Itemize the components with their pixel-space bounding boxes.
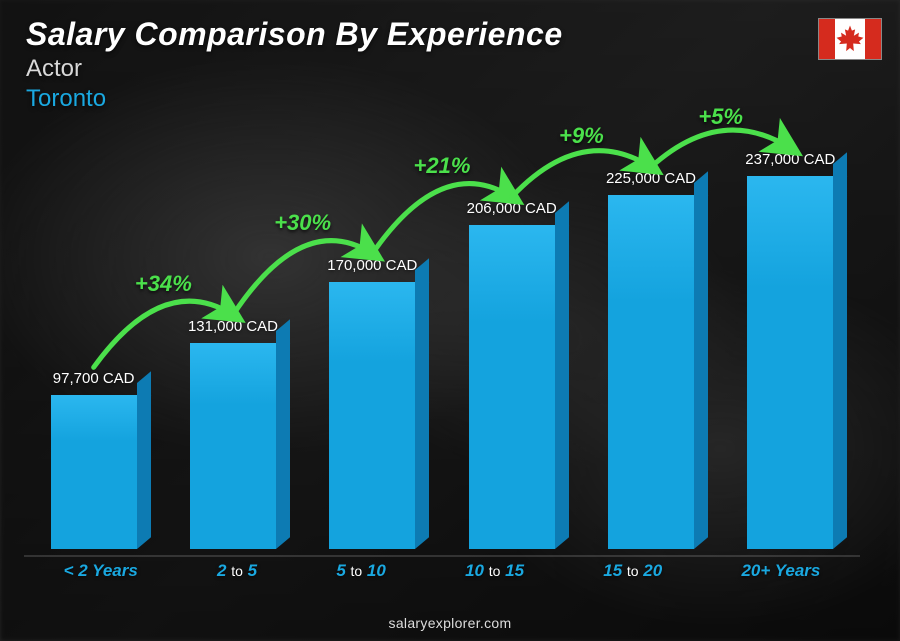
bar-column: 97,700 CAD bbox=[24, 370, 163, 549]
bars-row: 97,700 CAD 131,000 CAD 170,000 CAD 206,0… bbox=[24, 140, 860, 549]
chart-subtitle-job: Actor bbox=[26, 55, 563, 83]
bar-value-label: 225,000 CAD bbox=[606, 170, 696, 187]
header: Salary Comparison By Experience Actor To… bbox=[26, 16, 563, 113]
bar bbox=[608, 195, 694, 549]
bar-value-label: 97,700 CAD bbox=[53, 370, 135, 387]
bar-column: 237,000 CAD bbox=[721, 151, 860, 549]
x-axis-label: < 2 Years bbox=[64, 561, 138, 581]
x-axis-label: 20+ Years bbox=[741, 561, 820, 581]
bar bbox=[190, 343, 276, 549]
bar-column: 206,000 CAD bbox=[442, 200, 581, 549]
country-flag bbox=[818, 18, 882, 60]
bar bbox=[469, 225, 555, 549]
bar bbox=[329, 282, 415, 549]
bar-column: 170,000 CAD bbox=[303, 257, 442, 549]
bar-value-label: 170,000 CAD bbox=[327, 257, 417, 274]
chart-title: Salary Comparison By Experience bbox=[26, 16, 563, 53]
x-axis-label: 15 to 20 bbox=[603, 561, 662, 581]
bar-column: 225,000 CAD bbox=[581, 170, 720, 549]
bar bbox=[51, 395, 137, 549]
maple-leaf-icon bbox=[834, 23, 866, 55]
bar-column: 131,000 CAD bbox=[163, 318, 302, 549]
increase-percent-label: +5% bbox=[698, 104, 743, 130]
footer-attribution: salaryexplorer.com bbox=[0, 615, 900, 631]
container: Salary Comparison By Experience Actor To… bbox=[0, 0, 900, 641]
x-axis-label: 2 to 5 bbox=[217, 561, 257, 581]
bar-value-label: 237,000 CAD bbox=[745, 151, 835, 168]
x-axis: < 2 Years 2 to 5 5 to 10 10 to 15 15 to 20 20… bbox=[24, 555, 860, 585]
bar bbox=[747, 176, 833, 549]
chart-subtitle-city: Toronto bbox=[26, 85, 563, 113]
x-axis-label: 10 to 15 bbox=[465, 561, 524, 581]
bar-value-label: 131,000 CAD bbox=[188, 318, 278, 335]
x-axis-label: 5 to 10 bbox=[336, 561, 386, 581]
bar-chart: 97,700 CAD 131,000 CAD 170,000 CAD 206,0… bbox=[24, 140, 860, 585]
bar-value-label: 206,000 CAD bbox=[467, 200, 557, 217]
